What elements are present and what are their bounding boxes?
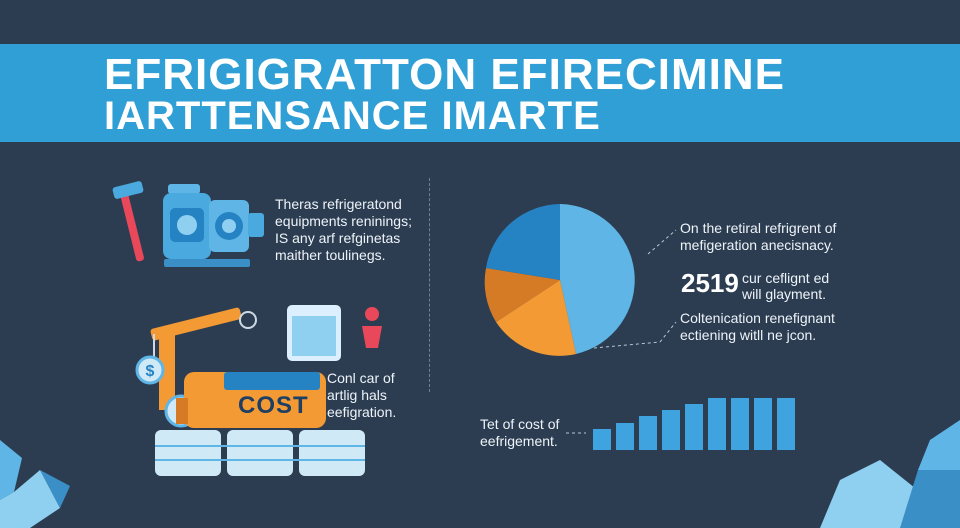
bar xyxy=(639,416,657,450)
pump-machine-icon xyxy=(163,184,264,267)
bar xyxy=(754,398,772,450)
cost-text: Conl car of artlig hals eefigration. xyxy=(327,370,397,420)
pie-bottom-text: Coltenication renefignant ectiening witl… xyxy=(680,310,835,343)
stat-note: cur ceflignt ed will glayment. xyxy=(742,270,830,302)
barrel-stack-icon xyxy=(155,430,365,476)
bar xyxy=(708,398,726,450)
stat-value: 2519 xyxy=(681,268,739,298)
pie-top-text: On the retiral refrigrent of mefigeratio… xyxy=(680,220,837,253)
cost-label: COST xyxy=(238,392,309,419)
refrigerator-unit-icon xyxy=(176,303,343,428)
pie-slice-dark-orange xyxy=(484,268,560,322)
crane-icon xyxy=(150,307,257,410)
pie-slice-light-blue xyxy=(560,204,635,354)
total-cost-text: Tet of cost of eefrigement. xyxy=(480,416,560,449)
svg-text:$: $ xyxy=(146,363,155,380)
bar xyxy=(593,429,611,450)
title-banner: EFRIGIGRATTON EFIRECIMINE IARTTENSANCE I… xyxy=(0,44,960,142)
bar xyxy=(616,423,634,450)
title-line-2: IARTTENSANCE IMARTE xyxy=(104,94,601,138)
hammer-icon xyxy=(112,181,144,262)
leader-lines xyxy=(566,229,677,434)
bar xyxy=(685,404,703,450)
title-line-1: EFRIGIGRATTON EFIRECIMINE xyxy=(104,50,785,99)
pie-slice-orange xyxy=(496,280,576,356)
ice-crystals-icon xyxy=(0,420,960,528)
pie-slice-dark-blue xyxy=(486,204,560,280)
bar xyxy=(662,410,680,450)
section-divider xyxy=(429,178,430,392)
bar xyxy=(731,398,749,450)
equipment-text: Theras refrigeratond equipments renining… xyxy=(275,196,412,263)
person-icon xyxy=(362,307,382,348)
bar xyxy=(777,398,795,450)
